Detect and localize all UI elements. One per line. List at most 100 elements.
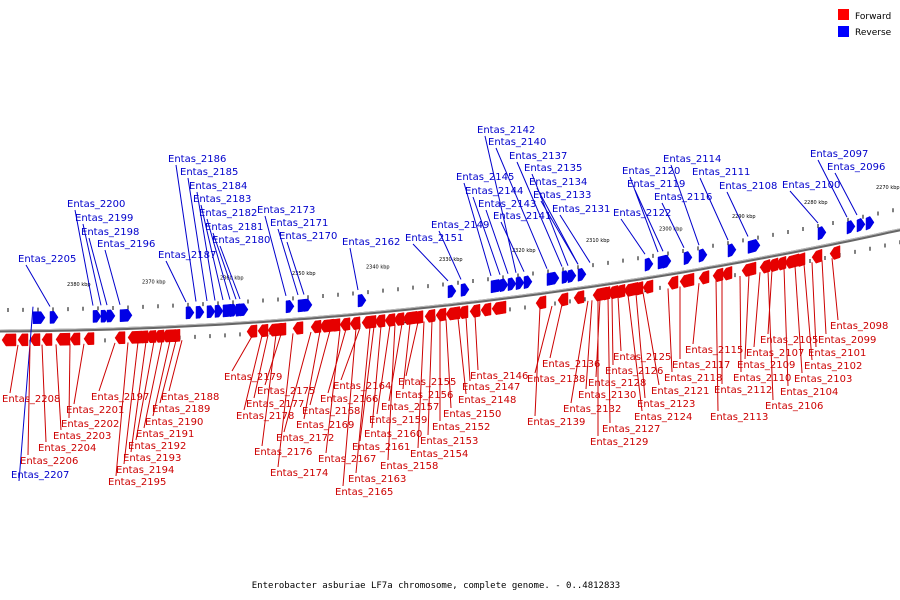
gene-label-entas-2182[interactable]: Entas_2182	[199, 208, 257, 219]
gene-label-entas-2107[interactable]: Entas_2107	[746, 348, 804, 359]
gene-label-entas-2185[interactable]: Entas_2185	[180, 167, 238, 178]
gene-label-entas-2098[interactable]: Entas_2098	[830, 321, 888, 332]
gene-label-entas-2109[interactable]: Entas_2109	[737, 360, 795, 371]
gene-label-entas-2146[interactable]: Entas_2146	[470, 371, 528, 382]
gene-label-entas-2139[interactable]: Entas_2139	[527, 417, 585, 428]
gene-label-entas-2167[interactable]: Entas_2167	[318, 454, 376, 465]
gene-label-entas-2129[interactable]: Entas_2129	[590, 437, 648, 448]
gene-label-entas-2147[interactable]: Entas_2147	[462, 382, 520, 393]
gene-label-entas-2181[interactable]: Entas_2181	[205, 222, 263, 233]
gene-label-entas-2177[interactable]: Entas_2177	[246, 399, 304, 410]
gene-label-entas-2131[interactable]: Entas_2131	[552, 204, 610, 215]
gene-label-entas-2196[interactable]: Entas_2196	[97, 239, 155, 250]
gene-label-entas-2187[interactable]: Entas_2187	[158, 250, 216, 261]
gene-label-entas-2112[interactable]: Entas_2112	[714, 385, 772, 396]
gene-label-entas-2175[interactable]: Entas_2175	[257, 386, 315, 397]
gene-label-entas-2120[interactable]: Entas_2120	[622, 166, 680, 177]
gene-label-entas-2144[interactable]: Entas_2144	[465, 186, 523, 197]
gene-label-entas-2133[interactable]: Entas_2133	[533, 190, 591, 201]
gene-label-entas-2204[interactable]: Entas_2204	[38, 443, 96, 454]
gene-label-entas-2192[interactable]: Entas_2192	[128, 441, 186, 452]
gene-label-entas-2124[interactable]: Entas_2124	[634, 412, 692, 423]
gene-label-entas-2172[interactable]: Entas_2172	[276, 433, 334, 444]
gene-label-entas-2122[interactable]: Entas_2122	[613, 208, 671, 219]
gene-label-entas-2156[interactable]: Entas_2156	[395, 390, 453, 401]
gene-label-entas-2102[interactable]: Entas_2102	[804, 361, 862, 372]
gene-label-entas-2178[interactable]: Entas_2178	[236, 411, 294, 422]
gene-label-entas-2169[interactable]: Entas_2169	[296, 420, 354, 431]
gene-label-entas-2173[interactable]: Entas_2173	[257, 205, 315, 216]
gene-label-entas-2104[interactable]: Entas_2104	[780, 387, 838, 398]
gene-label-entas-2116[interactable]: Entas_2116	[654, 192, 712, 203]
gene-label-entas-2188[interactable]: Entas_2188	[161, 392, 219, 403]
gene-label-entas-2099[interactable]: Entas_2099	[818, 335, 876, 346]
gene-label-entas-2183[interactable]: Entas_2183	[193, 194, 251, 205]
gene-label-entas-2186[interactable]: Entas_2186	[168, 154, 226, 165]
gene-label-entas-2198[interactable]: Entas_2198	[81, 227, 139, 238]
gene-label-entas-2143[interactable]: Entas_2143	[478, 199, 536, 210]
gene-label-entas-2190[interactable]: Entas_2190	[145, 417, 203, 428]
gene-label-entas-2160[interactable]: Entas_2160	[364, 429, 422, 440]
gene-label-entas-2180[interactable]: Entas_2180	[212, 235, 270, 246]
gene-label-entas-2194[interactable]: Entas_2194	[116, 465, 174, 476]
gene-label-entas-2193[interactable]: Entas_2193	[123, 453, 181, 464]
gene-label-entas-2197[interactable]: Entas_2197	[91, 392, 149, 403]
gene-label-entas-2151[interactable]: Entas_2151	[405, 233, 463, 244]
gene-label-entas-2115[interactable]: Entas_2115	[685, 345, 743, 356]
gene-label-entas-2154[interactable]: Entas_2154	[410, 449, 468, 460]
gene-label-entas-2105[interactable]: Entas_2105	[760, 335, 818, 346]
gene-label-entas-2096[interactable]: Entas_2096	[827, 162, 885, 173]
gene-label-entas-2100[interactable]: Entas_2100	[782, 180, 840, 191]
gene-label-entas-2113[interactable]: Entas_2113	[710, 412, 768, 423]
gene-label-entas-2199[interactable]: Entas_2199	[75, 213, 133, 224]
gene-label-entas-2128[interactable]: Entas_2128	[588, 378, 646, 389]
gene-label-entas-2138[interactable]: Entas_2138	[527, 374, 585, 385]
gene-label-entas-2153[interactable]: Entas_2153	[420, 436, 478, 447]
gene-label-entas-2123[interactable]: Entas_2123	[637, 399, 695, 410]
gene-label-entas-2136[interactable]: Entas_2136	[542, 359, 600, 370]
gene-label-entas-2141[interactable]: Entas_2141	[493, 211, 551, 222]
gene-label-entas-2166[interactable]: Entas_2166	[320, 394, 378, 405]
gene-label-entas-2132[interactable]: Entas_2132	[563, 404, 621, 415]
gene-label-entas-2157[interactable]: Entas_2157	[381, 402, 439, 413]
gene-label-entas-2117[interactable]: Entas_2117	[672, 360, 730, 371]
gene-label-entas-2201[interactable]: Entas_2201	[66, 405, 124, 416]
gene-label-entas-2127[interactable]: Entas_2127	[602, 424, 660, 435]
gene-label-entas-2189[interactable]: Entas_2189	[152, 404, 210, 415]
gene-label-entas-2179[interactable]: Entas_2179	[224, 372, 282, 383]
gene-label-entas-2168[interactable]: Entas_2168	[302, 406, 360, 417]
gene-label-entas-2106[interactable]: Entas_2106	[765, 401, 823, 412]
gene-label-entas-2134[interactable]: Entas_2134	[529, 177, 587, 188]
gene-label-entas-2137[interactable]: Entas_2137	[509, 151, 567, 162]
gene-label-entas-2149[interactable]: Entas_2149	[431, 220, 489, 231]
gene-label-entas-2108[interactable]: Entas_2108	[719, 181, 777, 192]
gene-label-entas-2110[interactable]: Entas_2110	[733, 373, 791, 384]
gene-label-entas-2111[interactable]: Entas_2111	[692, 167, 750, 178]
gene-label-entas-2203[interactable]: Entas_2203	[53, 431, 111, 442]
gene-label-entas-2145[interactable]: Entas_2145	[456, 172, 514, 183]
gene-label-entas-2101[interactable]: Entas_2101	[808, 348, 866, 359]
gene-label-entas-2135[interactable]: Entas_2135	[524, 163, 582, 174]
gene-label-entas-2125[interactable]: Entas_2125	[613, 352, 671, 363]
gene-label-entas-2119[interactable]: Entas_2119	[627, 179, 685, 190]
gene-label-entas-2176[interactable]: Entas_2176	[254, 447, 312, 458]
gene-label-entas-2121[interactable]: Entas_2121	[651, 386, 709, 397]
gene-label-entas-2126[interactable]: Entas_2126	[605, 366, 663, 377]
gene-label-entas-2174[interactable]: Entas_2174	[270, 468, 328, 479]
gene-label-entas-2208[interactable]: Entas_2208	[2, 394, 60, 405]
gene-label-entas-2170[interactable]: Entas_2170	[279, 231, 337, 242]
gene-label-entas-2162[interactable]: Entas_2162	[342, 237, 400, 248]
gene-label-entas-2114[interactable]: Entas_2114	[663, 154, 721, 165]
gene-label-entas-2142[interactable]: Entas_2142	[477, 125, 535, 136]
gene-label-entas-2150[interactable]: Entas_2150	[443, 409, 501, 420]
gene-label-entas-2148[interactable]: Entas_2148	[458, 395, 516, 406]
gene-label-entas-2191[interactable]: Entas_2191	[136, 429, 194, 440]
gene-label-entas-2161[interactable]: Entas_2161	[352, 442, 410, 453]
gene-label-entas-2184[interactable]: Entas_2184	[189, 181, 247, 192]
gene-label-entas-2158[interactable]: Entas_2158	[380, 461, 438, 472]
gene-label-entas-2165[interactable]: Entas_2165	[335, 487, 393, 498]
gene-label-entas-2097[interactable]: Entas_2097	[810, 149, 868, 160]
gene-label-entas-2171[interactable]: Entas_2171	[270, 218, 328, 229]
gene-label-entas-2202[interactable]: Entas_2202	[61, 419, 119, 430]
gene-label-entas-2103[interactable]: Entas_2103	[794, 374, 852, 385]
